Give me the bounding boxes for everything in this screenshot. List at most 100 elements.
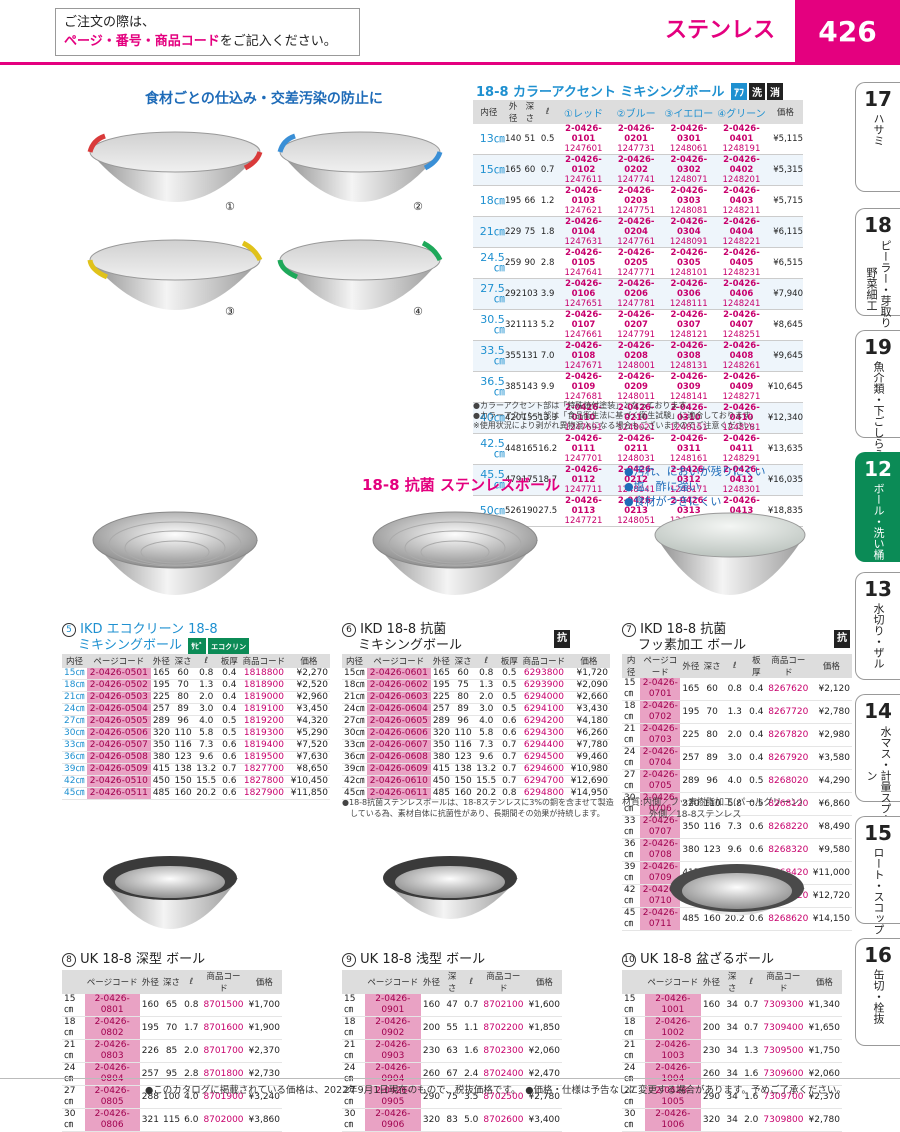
eco-clean-icon: エコクリン <box>208 638 250 656</box>
product-code: 1248111 <box>669 299 708 309</box>
table-cell: 138 <box>452 763 474 777</box>
product-code: 1248161 <box>669 454 708 464</box>
table-cell: 116 <box>452 739 474 753</box>
side-tab-number: 17 <box>864 87 892 111</box>
table-cell: ¥1,700 <box>246 994 282 1017</box>
table-cell: 0.8 <box>498 787 521 801</box>
table-row: 13㎝ 140 51 0.5 2-0426-0101 1247601 2-0426-0201… <box>473 124 803 155</box>
product-code: 1247711 <box>564 485 603 495</box>
outer-cell: 292 <box>504 278 522 310</box>
product10-title: 10 UK 18-8 盆ざるボール <box>622 952 774 968</box>
page-code: 2-0426-0305 <box>670 248 708 268</box>
table-cell: 8702400 <box>480 1062 527 1086</box>
table-cell: 0.5 <box>498 668 521 681</box>
table-header: ページコード <box>84 970 140 994</box>
table-cell: 160 <box>700 994 723 1017</box>
table-row: 36㎝ 2-0426-0608 380 123 9.6 0.7 6294500 ¥9,460 <box>342 751 610 765</box>
table-cell: 0.5 <box>498 691 521 705</box>
table-cell: ¥1,750 <box>806 1039 842 1063</box>
code-cell: 2-0426-0410 1248281 <box>715 402 768 434</box>
table-cell: 380 <box>430 751 453 765</box>
page-code: 2-0426-0202 <box>617 155 655 175</box>
table-header: ページコード <box>640 654 681 678</box>
side-tab-label: 水切り・ザル <box>872 603 885 669</box>
product8-title: 8 UK 18-8 深型 ボール <box>62 952 205 968</box>
table-cell: 450 <box>150 775 173 789</box>
table-cell: 6293800 <box>520 668 568 681</box>
product7-title-line1: IKD 18-8 抗菌 <box>640 622 727 637</box>
product5-number: 5 <box>62 623 76 637</box>
volume-cell: 9.9 <box>538 371 558 403</box>
product-code: 1247751 <box>617 206 656 216</box>
table-cell: 2-0426-0702 <box>640 700 681 724</box>
table-cell: 15㎝ <box>342 668 368 681</box>
code-cell: 2-0426-0207 1247791 <box>609 309 663 341</box>
product-code: 1248081 <box>669 206 708 216</box>
table-cell: 0.4 <box>746 700 766 724</box>
table-cell: 225 <box>150 691 173 705</box>
price-cell: ¥13,635 <box>767 433 803 465</box>
code-cell: 2-0426-0201 1247731 <box>609 124 663 155</box>
table-cell: 21㎝ <box>622 1039 645 1063</box>
product-code: 1247701 <box>564 454 603 464</box>
table-cell: ¥1,900 <box>246 1016 282 1040</box>
table-header: 内径 <box>473 100 505 124</box>
code-cell: 2-0426-0301 1248061 <box>662 124 716 155</box>
table-cell: 1.6 <box>742 1062 761 1086</box>
product5-title-line1: IKD エコクリーン 18-8 <box>80 622 218 637</box>
price-cell: ¥5,715 <box>767 185 803 217</box>
product6-note: ●18-8抗菌ステンレスボールは、18-8ステンレスに3%の銅を含ませて製造 し… <box>342 797 614 819</box>
side-tab-number: 13 <box>864 577 892 601</box>
table-cell: 2.4 <box>462 1062 481 1086</box>
side-tab-label: ピーラー・芽取り・野菜細工 <box>865 239 892 339</box>
code-cell: 2-0426-0412 1248301 <box>715 464 768 496</box>
page-code: 2-0426-0106 <box>565 279 602 299</box>
page-code: 2-0426-0102 <box>565 155 602 175</box>
table-header <box>62 970 85 994</box>
table-cell: 5.8 <box>473 727 499 741</box>
product10-number: 10 <box>622 953 636 967</box>
price-cell: ¥6,515 <box>767 247 803 279</box>
table-cell: 89 <box>701 746 723 770</box>
code-cell: 2-0426-0311 1248161 <box>662 433 716 465</box>
depth-cell: 51 <box>521 124 539 155</box>
table-row: 15㎝ 165 60 0.7 2-0426-0102 1247611 2-0426-0202… <box>473 154 803 186</box>
note-line: ●カラーアクセント部は「特殊焼付塗装」となっております。 <box>473 401 694 410</box>
table-cell: ¥9,460 <box>567 751 610 765</box>
product5-title-line2: ミキシングボール <box>78 638 183 653</box>
table-row: 21㎝ 229 75 1.8 2-0426-0104 1247631 2-0426-0204… <box>473 216 803 248</box>
table-cell: 110 <box>701 792 723 816</box>
table-row: 15㎝ 2-0426-0901 160 47 0.7 8702100 ¥1,600 <box>342 994 562 1017</box>
table-cell: 160 <box>452 787 474 801</box>
depth-cell: 175 <box>521 464 539 496</box>
page-code: 2-0426-0211 <box>617 434 655 454</box>
code-cell: 2-0426-0409 1248271 <box>715 371 768 403</box>
table-cell: 2-0426-0606 <box>367 727 431 741</box>
size-cell: 45.5㎝ <box>473 464 505 496</box>
table-cell: 7.3 <box>473 739 499 753</box>
page-code: 2-0426-0213 <box>617 496 655 516</box>
table-cell: ¥7,780 <box>567 739 610 753</box>
product-code: 1247791 <box>617 330 656 340</box>
ikd-antibac-bowl-image <box>372 511 538 595</box>
product8-number: 8 <box>62 953 76 967</box>
code-cell: 2-0426-0204 1247761 <box>609 216 663 248</box>
size-cell: 13㎝ <box>473 124 505 155</box>
code-cell: 2-0426-0101 1247601 <box>557 124 610 155</box>
table-cell: 0.7 <box>742 1016 761 1040</box>
table-cell: 30㎝ <box>62 1108 85 1132</box>
table-header: 商品コード <box>200 970 247 994</box>
table-cell: 75 <box>452 679 474 693</box>
table-cell: 4.0 <box>473 715 499 729</box>
product7-number: 7 <box>622 623 636 637</box>
code-cell: 2-0426-0107 1247661 <box>557 309 610 341</box>
product6-table: 内径 ページコード 外径 深さ ℓ 板厚 商品コード 価格 15㎝ 2-0426-0601 165 6… <box>342 654 610 801</box>
table-header: 商品コード <box>765 654 811 678</box>
table-row: 15㎝ 2-0426-0801 160 65 0.8 8701500 ¥1,700 <box>62 994 282 1017</box>
table-cell: 2-0426-0602 <box>367 679 431 693</box>
table-cell: ¥6,860 <box>810 792 852 816</box>
table-cell: 1819100 <box>240 703 288 717</box>
product7-note-line1: 材質:内側／フッ素樹脂加工(パールグリーン) <box>622 798 803 808</box>
table-cell: 2-0426-0503 <box>87 691 151 705</box>
page-code: 2-0426-0107 <box>565 310 602 330</box>
